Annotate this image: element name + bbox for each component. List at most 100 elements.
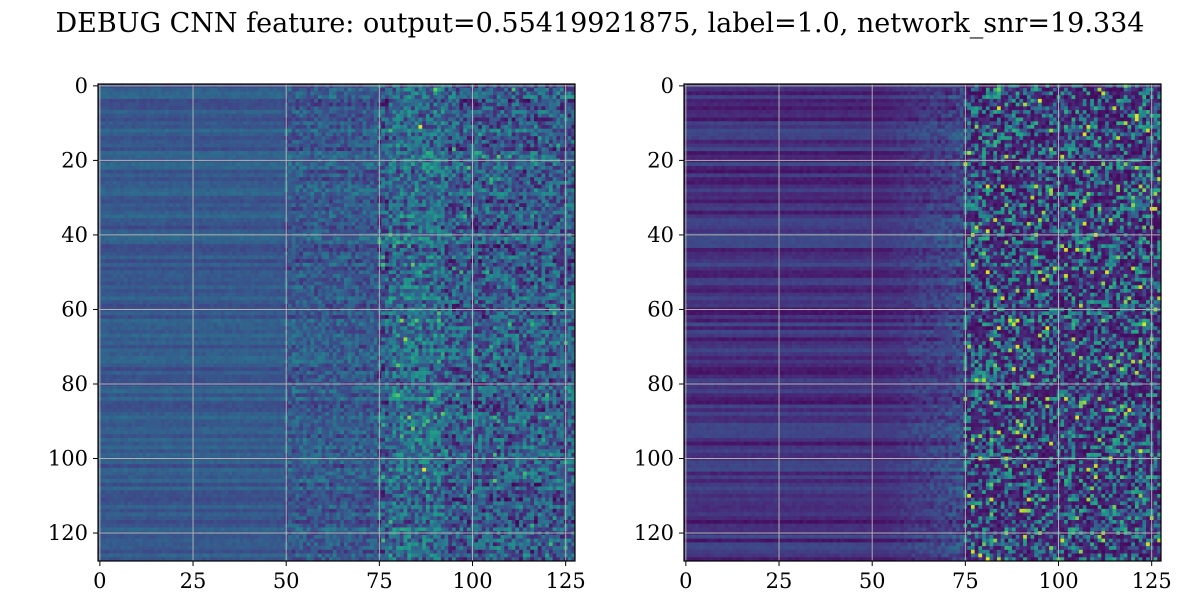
heatmap-cell xyxy=(489,165,494,171)
heatmap-cell xyxy=(571,169,576,174)
heatmap-cell xyxy=(258,210,263,215)
heatmap-cell xyxy=(265,102,270,107)
heatmap-cell xyxy=(228,169,233,174)
heatmap-cell xyxy=(463,143,468,148)
heatmap-cell xyxy=(291,162,296,167)
heatmap-cell xyxy=(116,173,121,178)
heatmap-cell xyxy=(366,132,371,137)
heatmap-cell xyxy=(321,180,326,185)
heatmap-cell xyxy=(548,117,553,122)
heatmap-cell xyxy=(452,95,457,100)
heatmap-cell xyxy=(288,143,293,148)
heatmap-cell xyxy=(101,117,106,122)
heatmap-cell xyxy=(198,110,203,115)
heatmap-cell xyxy=(381,136,386,141)
heatmap-cell xyxy=(112,173,117,178)
heatmap-cell xyxy=(135,195,140,200)
heatmap-cell xyxy=(440,117,445,122)
heatmap-cell xyxy=(455,173,460,178)
heatmap-cell xyxy=(522,192,527,197)
heatmap-cell xyxy=(332,203,337,208)
heatmap-cell xyxy=(101,206,106,212)
heatmap-cell xyxy=(522,169,527,174)
heatmap-cell xyxy=(429,113,434,118)
heatmap-cell xyxy=(146,98,151,103)
heatmap-cell xyxy=(239,203,244,208)
heatmap-cell xyxy=(120,113,125,118)
heatmap-cell xyxy=(183,177,188,182)
heatmap-cell xyxy=(239,91,244,96)
heatmap-cell xyxy=(411,177,416,182)
heatmap-cell xyxy=(332,173,337,178)
heatmap-cell xyxy=(142,203,147,208)
heatmap-cell xyxy=(496,124,501,130)
heatmap-cell xyxy=(403,195,408,200)
heatmap-cell xyxy=(519,87,524,92)
heatmap-cell xyxy=(198,132,203,137)
heatmap-cell xyxy=(444,184,449,189)
heatmap-cell xyxy=(124,154,129,159)
heatmap-cell xyxy=(534,147,539,152)
heatmap-cell xyxy=(481,218,486,223)
heatmap-cell xyxy=(418,162,423,167)
heatmap-cell xyxy=(131,91,136,96)
heatmap-cell xyxy=(541,195,546,200)
heatmap-cell xyxy=(489,210,494,215)
heatmap-cell xyxy=(153,225,158,230)
heatmap-cell xyxy=(370,154,375,159)
heatmap-cell xyxy=(448,192,453,197)
heatmap-cell xyxy=(202,195,207,200)
heatmap-cell xyxy=(124,214,129,219)
heatmap-cell xyxy=(388,225,393,230)
heatmap-cell xyxy=(232,206,237,212)
heatmap-cell xyxy=(101,180,106,185)
heatmap-cell xyxy=(530,154,535,159)
heatmap-cell xyxy=(112,162,117,167)
heatmap-cell xyxy=(202,128,207,133)
heatmap-cell xyxy=(478,113,483,118)
heatmap-cell xyxy=(411,184,416,189)
heatmap-cell xyxy=(519,124,524,130)
heatmap-cell xyxy=(370,192,375,197)
heatmap-cell xyxy=(146,169,151,174)
heatmap-cell xyxy=(183,188,188,193)
heatmap-cell xyxy=(347,139,352,144)
heatmap-cell xyxy=(288,102,293,107)
heatmap-cell xyxy=(463,110,468,115)
heatmap-cell xyxy=(224,180,229,185)
heatmap-cell xyxy=(429,154,434,159)
heatmap-cell xyxy=(224,98,229,103)
heatmap-cell xyxy=(370,206,375,212)
heatmap-cell xyxy=(273,102,278,107)
heatmap-cell xyxy=(172,95,177,100)
heatmap-cell xyxy=(138,132,144,137)
heatmap-cell xyxy=(362,162,367,167)
heatmap-cell xyxy=(336,221,341,226)
heatmap-cell xyxy=(556,162,561,167)
heatmap-cell xyxy=(187,110,192,115)
heatmap-cell xyxy=(243,206,248,212)
heatmap-cell xyxy=(250,165,255,171)
heatmap-cell xyxy=(254,184,259,189)
heatmap-cell xyxy=(280,91,285,96)
heatmap-cell xyxy=(392,151,397,156)
heatmap-cell xyxy=(299,128,304,133)
heatmap-cell xyxy=(157,124,162,130)
heatmap-cell xyxy=(351,151,356,156)
heatmap-cell xyxy=(336,151,341,156)
heatmap-cell xyxy=(444,162,449,167)
heatmap-cell xyxy=(358,162,363,167)
heatmap-cell xyxy=(269,206,274,212)
heatmap-cell xyxy=(220,177,226,182)
heatmap-cell xyxy=(228,124,233,130)
heatmap-cell xyxy=(239,151,244,156)
heatmap-cell xyxy=(206,128,211,133)
heatmap-cell xyxy=(366,121,371,126)
heatmap-cell xyxy=(399,199,404,204)
heatmap-cell xyxy=(526,113,531,118)
heatmap-cell xyxy=(541,180,546,185)
heatmap-cell xyxy=(560,199,565,204)
heatmap-cell xyxy=(526,188,531,193)
heatmap-cell xyxy=(131,110,136,115)
